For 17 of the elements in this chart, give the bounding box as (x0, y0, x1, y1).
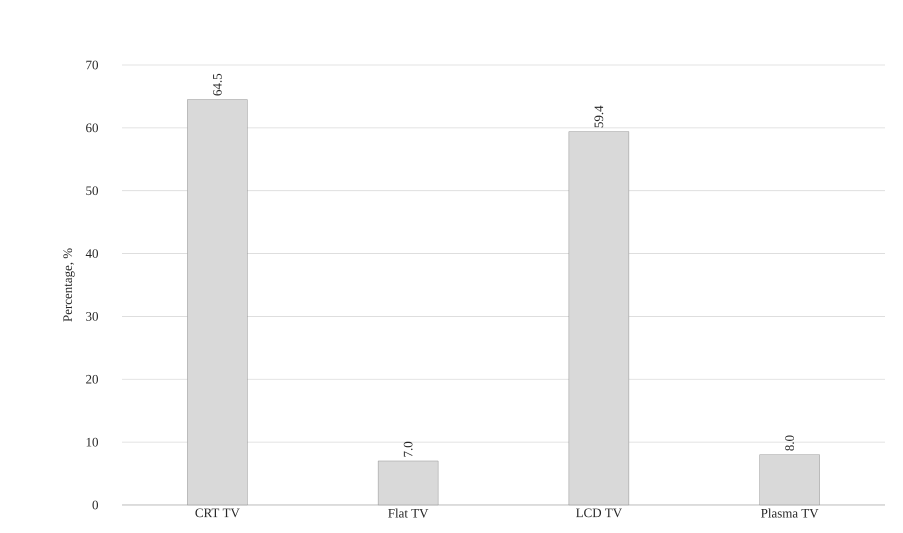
y-tick-label: 30 (86, 312, 98, 321)
y-tick-label: 20 (86, 374, 98, 384)
data-label: 7.0 (404, 442, 413, 457)
y-tick-label: 10 (86, 438, 98, 446)
y-tick-label: 70 (86, 60, 98, 70)
data-label: 59.4 (594, 106, 604, 128)
data-label: 64.5 (213, 74, 222, 96)
x-tick-label: LCD TV (576, 508, 622, 518)
y-tick-label: 60 (86, 123, 98, 132)
data-label: 8.0 (785, 435, 794, 451)
x-tick-label: Plasma TV (761, 508, 818, 518)
y-axis-title: Percentage, % (63, 248, 75, 322)
x-tick-label: CRT TV (195, 508, 240, 518)
x-tick-label: Flat TV (388, 508, 428, 518)
y-tick-label: 40 (86, 249, 98, 258)
y-tick-label: 50 (86, 186, 98, 196)
y-tick-label: 0 (92, 500, 98, 510)
